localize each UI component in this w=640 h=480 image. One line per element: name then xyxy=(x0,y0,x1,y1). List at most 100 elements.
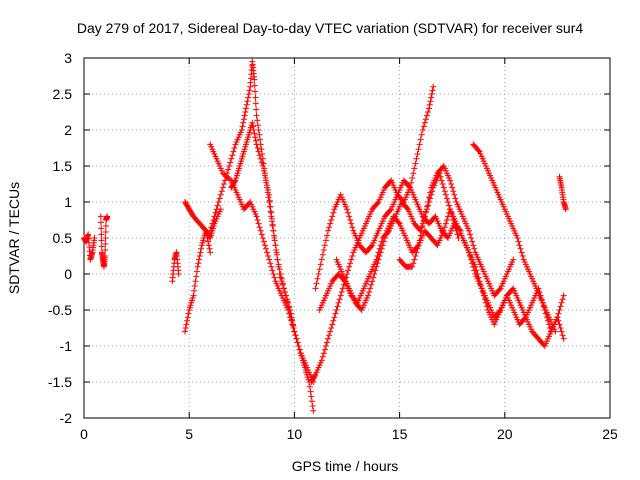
data-point-interp xyxy=(539,299,546,306)
data-point-interp xyxy=(293,335,300,342)
data-point-interp xyxy=(468,235,475,241)
data-point xyxy=(466,249,473,256)
data-point xyxy=(238,127,245,133)
data-point-interp xyxy=(240,116,247,123)
data-point-interp xyxy=(346,213,353,220)
data-point-interp xyxy=(410,260,417,267)
data-point-interp xyxy=(320,247,327,253)
data-point xyxy=(466,227,473,234)
data-point-interp xyxy=(326,332,333,339)
data-point-interp xyxy=(206,245,213,252)
data-point-interp xyxy=(324,232,331,239)
data-point xyxy=(207,249,214,256)
data-point-interp xyxy=(441,224,448,231)
data-point xyxy=(554,314,561,321)
data-point-interp xyxy=(319,353,326,360)
data-point-interp xyxy=(257,136,264,143)
data-point-interp xyxy=(251,82,258,89)
data-point xyxy=(243,105,250,112)
data-point-interp xyxy=(321,346,328,353)
data-point-interp xyxy=(288,316,295,323)
data-point-interp xyxy=(467,231,474,238)
data-point-interp xyxy=(185,310,192,317)
data-point xyxy=(259,235,266,241)
data-point xyxy=(415,242,422,249)
data-point xyxy=(365,292,372,299)
series-track-a xyxy=(81,231,98,263)
data-point xyxy=(102,253,109,259)
data-point-interp xyxy=(441,188,448,195)
data-point-interp xyxy=(217,191,224,198)
x-tick-label: 25 xyxy=(602,426,618,442)
data-point-interp xyxy=(367,285,374,292)
data-point-interp xyxy=(296,346,303,353)
plot-frame xyxy=(83,57,611,419)
data-point-interp xyxy=(339,285,346,292)
data-point-interp xyxy=(260,238,267,245)
series-track-p xyxy=(556,173,569,213)
data-point xyxy=(514,235,521,241)
data-point-interp xyxy=(438,177,445,184)
data-point-interp xyxy=(102,223,109,229)
data-point-interp xyxy=(315,271,322,277)
data-point-interp xyxy=(216,195,223,202)
data-point xyxy=(331,314,338,321)
y-axis-ticks: -2 -1.5 -1 -0.5 0 0.5 1 1.5 2 2.5 3 xyxy=(48,50,610,426)
data-point xyxy=(104,213,111,220)
series-track-g xyxy=(207,141,317,385)
data-point-interp xyxy=(242,109,249,115)
data-point-interp xyxy=(327,220,334,227)
data-point-interp xyxy=(332,310,339,317)
data-point-interp xyxy=(345,267,352,274)
data-point-interp xyxy=(423,112,430,119)
y-axis-label: SDTVAR / TECUs xyxy=(6,182,22,294)
y-tick-label: -0.5 xyxy=(48,302,72,318)
data-point-interp xyxy=(537,292,544,299)
data-point-interp xyxy=(382,231,389,238)
data-point-interp xyxy=(322,237,329,244)
data-point-interp xyxy=(427,98,434,105)
data-point-interp xyxy=(267,203,274,210)
data-point-interp xyxy=(406,183,413,190)
data-point-interp xyxy=(256,131,263,138)
data-point-interp xyxy=(191,283,198,289)
y-tick-label: 0 xyxy=(64,266,72,282)
data-point-interp xyxy=(317,261,324,268)
data-point-interp xyxy=(273,249,280,256)
data-point xyxy=(413,155,420,162)
data-point xyxy=(310,407,317,414)
data-point-interp xyxy=(205,238,212,245)
data-point-interp xyxy=(451,191,458,198)
data-point-interp xyxy=(437,173,444,180)
data-point-interp xyxy=(543,314,550,321)
data-point-interp xyxy=(269,267,276,274)
data-point-interp xyxy=(470,242,477,249)
data-point-interp xyxy=(336,296,343,303)
y-tick-label: -1 xyxy=(60,338,73,354)
data-point-interp xyxy=(467,253,474,259)
data-point xyxy=(562,206,569,213)
data-point-interp xyxy=(452,195,459,202)
data-point xyxy=(190,292,197,299)
data-point-interp xyxy=(329,321,336,328)
data-point-interp xyxy=(321,242,328,249)
x-axis-label: GPS time / hours xyxy=(292,458,399,474)
data-point-interp xyxy=(266,197,273,204)
data-point xyxy=(318,256,325,263)
data-point-interp xyxy=(193,273,200,280)
data-point-interp xyxy=(205,242,212,249)
data-point-interp xyxy=(102,247,109,253)
data-point-interp xyxy=(252,134,259,141)
data-point xyxy=(97,213,104,220)
data-point-interp xyxy=(269,221,276,228)
data-point-interp xyxy=(208,224,215,231)
data-point-interp xyxy=(414,245,421,252)
data-point-interp xyxy=(518,249,525,256)
data-point-interp xyxy=(271,235,278,241)
data-point-interp xyxy=(295,343,302,349)
data-point-interp xyxy=(419,223,426,229)
data-point-interp xyxy=(285,304,292,311)
data-point-interp xyxy=(279,281,286,288)
data-point-interp xyxy=(440,184,447,191)
data-point-interp xyxy=(268,209,275,216)
